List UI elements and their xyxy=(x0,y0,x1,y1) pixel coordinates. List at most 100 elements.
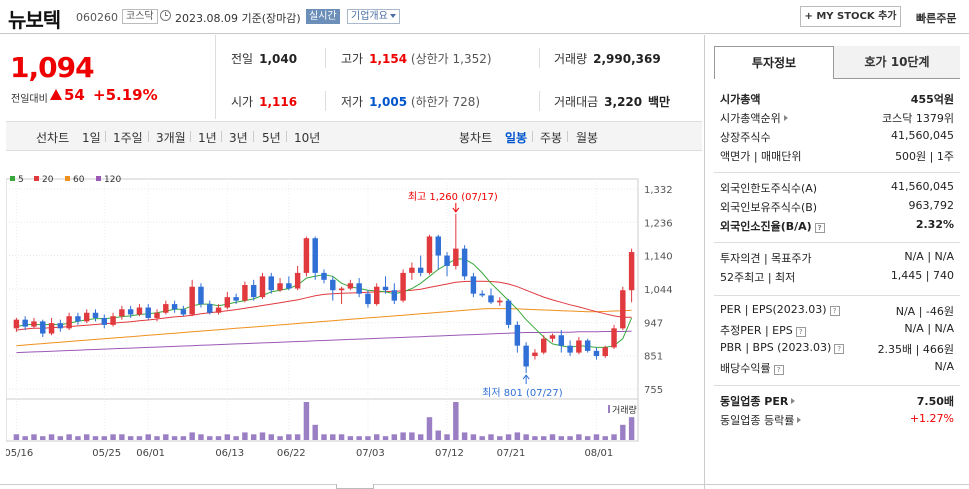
period-1d[interactable]: 1일 xyxy=(82,131,101,145)
info-label-text: 52주최고 | 최저 xyxy=(720,271,796,284)
info-label-text: 배당수익률 xyxy=(720,362,771,375)
period-10y[interactable]: 10년 xyxy=(294,131,321,145)
info-label: 시가총액순위 xyxy=(720,110,788,126)
info-value: 41,560,045 xyxy=(891,180,954,193)
info-label-text: PBR | BPS (2023.03) xyxy=(720,341,832,354)
company-info-dropdown[interactable]: 기업개요 xyxy=(347,9,400,24)
volume-swatch xyxy=(608,405,610,413)
help-icon[interactable]: ? xyxy=(773,365,784,375)
x-tick-label: 07/12 xyxy=(435,448,464,459)
volume-label: 거래량 xyxy=(554,52,588,66)
candle-body xyxy=(620,290,626,329)
info-row: 추정PER | EPS? N/A | N/A xyxy=(720,322,954,341)
y-tick-label: 1,332 xyxy=(644,185,673,196)
y-tick-label: 1,044 xyxy=(644,285,673,296)
candle-monthly[interactable]: 월봉 xyxy=(576,131,599,145)
divider xyxy=(567,131,568,142)
info-divider xyxy=(714,295,960,296)
add-mystock-button[interactable]: + MY STOCK 추가 xyxy=(800,6,901,27)
realtime-button[interactable]: 실시간 xyxy=(306,9,340,24)
period-1y[interactable]: 1년 xyxy=(198,131,217,145)
volume-bar xyxy=(505,434,512,440)
help-icon[interactable]: ? xyxy=(834,344,845,354)
candle-body xyxy=(461,248,468,277)
trade-amount: 거래대금 3,220 백만 xyxy=(554,93,670,110)
volume-bar xyxy=(242,432,248,440)
volume-bar xyxy=(400,432,406,440)
open-value: 1,116 xyxy=(259,95,298,109)
volume-bar xyxy=(611,434,617,440)
divider xyxy=(532,131,533,142)
volume-bar xyxy=(382,436,389,440)
volume-bar xyxy=(628,417,635,440)
info-label-text: PER | EPS(2023.03) xyxy=(720,303,827,316)
candle-body xyxy=(268,276,274,291)
candle-body xyxy=(593,350,600,357)
info-label-text: 투자의견 | 목표주가 xyxy=(720,252,812,265)
candle-daily[interactable]: 일봉 xyxy=(505,131,528,145)
volume-bar xyxy=(338,434,345,440)
tab-orderbook[interactable]: 호가 10단계 xyxy=(834,46,960,79)
volume-bar xyxy=(303,402,310,440)
chevron-right-icon[interactable] xyxy=(783,115,788,121)
company-info-label: 기업개요 xyxy=(351,11,388,22)
volume-bar xyxy=(294,434,301,440)
volume-bar xyxy=(57,436,64,440)
candle-body xyxy=(83,312,90,322)
period-3y[interactable]: 3년 xyxy=(229,131,248,145)
candle-body xyxy=(110,316,116,325)
candle-body xyxy=(453,248,459,266)
help-icon[interactable]: ? xyxy=(814,223,825,233)
divider xyxy=(221,131,222,142)
market-badge: 코스닥 xyxy=(122,9,158,24)
change-percent: +5.19% xyxy=(93,86,158,104)
candle-body xyxy=(198,286,204,305)
volume-bar xyxy=(40,436,46,440)
x-tick-label: 05/16 xyxy=(6,448,33,459)
volume-bar xyxy=(461,432,468,440)
info-value: 2.35배 | 466원 xyxy=(877,343,954,356)
volume-bar xyxy=(391,434,398,440)
candle-body xyxy=(207,304,213,313)
volume-bar xyxy=(189,432,195,440)
info-tabs: 투자정보 호가 10단계 xyxy=(714,46,960,79)
candle-body xyxy=(154,312,160,318)
candle-weekly[interactable]: 주봉 xyxy=(540,131,563,145)
legend-swatch xyxy=(10,176,15,181)
low-label: 저가 xyxy=(341,95,364,109)
chevron-right-icon[interactable] xyxy=(791,398,796,404)
tab-investment-info[interactable]: 투자정보 xyxy=(714,46,834,79)
ma20-line xyxy=(16,280,632,331)
info-value: 7.50배 xyxy=(916,395,954,408)
period-5y[interactable]: 5년 xyxy=(262,131,281,145)
candle-body xyxy=(549,335,556,339)
period-1w[interactable]: 1주일 xyxy=(113,131,143,145)
ma60-line xyxy=(16,308,632,347)
quick-order-link[interactable]: 빠른주문 xyxy=(916,12,957,25)
prev-close: 전일 1,040 xyxy=(231,50,297,67)
candle-body xyxy=(286,283,292,289)
divider xyxy=(325,91,326,111)
volume-bar xyxy=(426,417,433,440)
volume-bar xyxy=(101,436,108,440)
info-value: 455억원 xyxy=(910,93,954,106)
upper-limit: (상한가 1,352) xyxy=(410,52,492,66)
change-label: 전일대비 xyxy=(11,94,48,105)
help-icon[interactable]: ? xyxy=(795,327,806,337)
info-label-text: 동일업종 등락률 xyxy=(720,414,795,427)
period-3m[interactable]: 3개월 xyxy=(156,131,186,145)
candle-body xyxy=(540,338,547,353)
volume-bar xyxy=(312,424,318,440)
volume-bar xyxy=(180,436,187,440)
candle-body xyxy=(31,321,37,327)
candle-body xyxy=(505,300,512,325)
volume-label: 거래량 xyxy=(612,404,637,416)
price-chart[interactable]: 1,332 1,236 1,140 1,044 947 851 755 05/16 05/25 0… xyxy=(6,167,696,467)
collapse-handle[interactable] xyxy=(336,484,374,489)
volume-bar xyxy=(233,436,239,440)
help-icon[interactable]: ? xyxy=(829,306,840,316)
info-row: 시가총액순위 코스닥 1379위 xyxy=(720,110,954,129)
candle-body xyxy=(48,323,55,334)
volume-bar xyxy=(523,434,529,440)
chevron-right-icon[interactable] xyxy=(797,417,802,423)
